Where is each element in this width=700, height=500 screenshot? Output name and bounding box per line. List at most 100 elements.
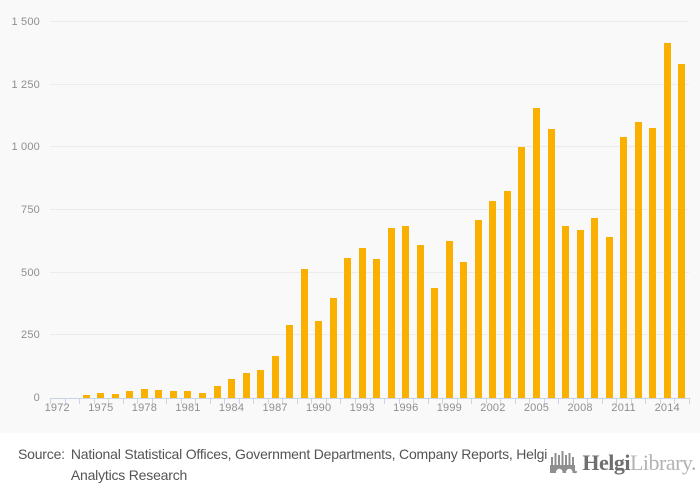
x-tick-label-1999: 1999 — [436, 402, 463, 414]
bar-1988[interactable] — [286, 325, 294, 398]
bar-2006[interactable] — [547, 129, 555, 398]
bar-2009[interactable] — [591, 218, 599, 398]
x-tick-mark — [180, 398, 182, 404]
x-tick-label-1990: 1990 — [306, 402, 332, 414]
bar-2014[interactable] — [663, 43, 671, 398]
bar-1997[interactable] — [416, 245, 424, 398]
x-tick-mark — [122, 398, 124, 404]
bar-1996[interactable] — [402, 226, 410, 398]
x-tick-label-1978: 1978 — [131, 402, 158, 414]
x-tick-label-1972: 1972 — [44, 402, 70, 414]
x-tick-mark — [659, 398, 661, 404]
bar-1995[interactable] — [387, 228, 395, 398]
bar-2001[interactable] — [474, 220, 482, 398]
bar-2010[interactable] — [605, 237, 613, 398]
y-tick-label-1500: 1 500 — [11, 16, 40, 28]
x-tick-label-1975: 1975 — [88, 402, 114, 414]
x-tick-mark — [427, 398, 429, 404]
x-tick-mark — [166, 398, 168, 404]
x-tick-mark — [456, 398, 458, 404]
x-tick-label-2011: 2011 — [611, 402, 636, 414]
helgi-library-logo[interactable]: HelgiLibrary. — [549, 446, 697, 479]
y-tick-label-250: 250 — [21, 329, 40, 342]
x-tick-label-2014: 2014 — [654, 402, 680, 414]
x-tick-mark — [601, 398, 603, 404]
bridge-icon — [549, 449, 578, 479]
gridline-250 — [50, 334, 689, 336]
x-tick-mark — [64, 398, 66, 404]
bar-1979[interactable] — [155, 390, 163, 398]
x-tick-mark — [398, 398, 400, 404]
y-tick-label-500: 500 — [21, 266, 40, 279]
gridline-1500 — [50, 21, 689, 22]
bar-2000[interactable] — [460, 262, 468, 398]
bar-1994[interactable] — [373, 259, 381, 398]
bar-1998[interactable] — [431, 288, 439, 398]
x-tick-mark — [325, 398, 327, 404]
y-tick-label-1000: 1 000 — [11, 141, 40, 154]
gridline-750 — [50, 209, 689, 210]
bar-2007[interactable] — [562, 226, 570, 398]
bar-1990[interactable] — [315, 321, 323, 398]
x-tick-mark — [224, 398, 226, 404]
bar-1986[interactable] — [257, 370, 265, 398]
gridline-1000 — [50, 146, 689, 148]
logo-text: HelgiLibrary. — [582, 450, 696, 476]
x-tick-mark — [311, 398, 313, 404]
bar-1991[interactable] — [329, 298, 337, 398]
bar-1977[interactable] — [126, 391, 134, 398]
bar-2005[interactable] — [533, 108, 540, 398]
x-tick-mark — [543, 398, 545, 404]
x-tick-mark — [587, 398, 589, 404]
x-tick-mark — [354, 398, 356, 404]
source-label: Source: — [18, 446, 65, 462]
x-tick-mark — [238, 398, 240, 404]
bar-2008[interactable] — [576, 230, 584, 398]
bar-2003[interactable] — [503, 191, 511, 398]
bar-2015[interactable] — [678, 64, 686, 398]
x-tick-mark — [645, 398, 647, 404]
bar-1982[interactable] — [198, 393, 206, 398]
x-axis: 1972 1975 1978 1981 1984 1987 1990 1993 1996 1999… — [45, 402, 689, 418]
bar-1992[interactable] — [344, 258, 352, 398]
bar-1983[interactable] — [213, 386, 221, 398]
x-tick-mark — [384, 398, 386, 404]
x-tick-mark — [471, 398, 473, 404]
x-tick-label-1981: 1981 — [175, 402, 201, 414]
bar-1987[interactable] — [271, 356, 279, 398]
bar-1993[interactable] — [358, 248, 366, 398]
logo-text-secondary: Library. — [629, 449, 697, 475]
y-tick-label-750: 750 — [21, 204, 40, 216]
bar-1981[interactable] — [184, 391, 192, 398]
x-tick-mark — [50, 398, 51, 404]
bar-1974[interactable] — [82, 395, 90, 398]
bar-chart: 0 250 500 750 1 000 1 250 1 500 1972 1975 1978 19… — [11, 16, 690, 418]
plot-area — [50, 21, 690, 404]
bar-1975[interactable] — [97, 393, 105, 398]
x-tick-mark — [485, 398, 487, 404]
bar-2011[interactable] — [620, 137, 628, 398]
bar-1978[interactable] — [140, 389, 148, 398]
x-tick-label-1987: 1987 — [262, 402, 288, 414]
x-tick-mark — [253, 398, 255, 404]
x-tick-mark — [195, 398, 197, 404]
x-tick-mark — [151, 398, 153, 404]
x-tick-mark — [137, 398, 139, 404]
bar-1999[interactable] — [445, 241, 453, 398]
bar-2012[interactable] — [634, 122, 642, 398]
bar-2004[interactable] — [518, 147, 526, 398]
bar-1985[interactable] — [242, 373, 250, 398]
bar-1980[interactable] — [169, 391, 177, 398]
x-tick-mark — [413, 398, 415, 404]
y-tick-label-0: 0 — [33, 392, 40, 404]
x-tick-mark — [369, 398, 371, 404]
bar-2002[interactable] — [489, 201, 497, 398]
bar-1989[interactable] — [300, 269, 308, 398]
bar-1976[interactable] — [111, 394, 119, 398]
bar-2013[interactable] — [649, 128, 657, 398]
bar-1984[interactable] — [228, 379, 236, 398]
source-text: Source: National Statistical Offices, Go… — [18, 444, 557, 486]
x-tick-label-1984: 1984 — [218, 402, 245, 414]
x-tick-label-2005: 2005 — [523, 402, 550, 414]
x-tick-label-2008: 2008 — [567, 402, 593, 414]
